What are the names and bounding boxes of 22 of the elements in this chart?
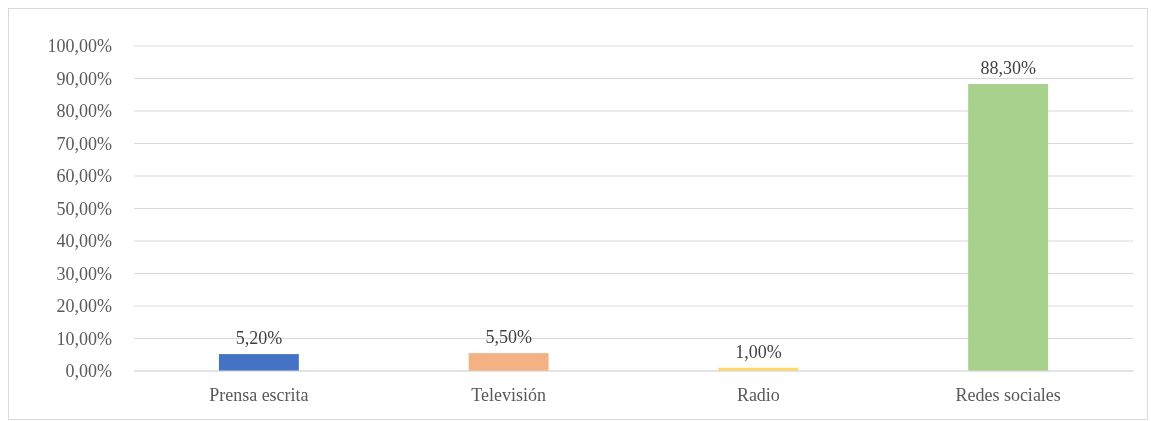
bar xyxy=(218,354,299,371)
data-label: 88,30% xyxy=(980,58,1036,79)
y-tick-label: 80,00% xyxy=(56,101,112,122)
y-tick-label: 100,00% xyxy=(47,36,112,57)
x-tick-label: Redes sociales xyxy=(955,385,1061,405)
bar xyxy=(468,353,549,371)
y-tick-label: 30,00% xyxy=(56,263,112,284)
data-label: 5,20% xyxy=(235,328,283,349)
y-tick-label: 10,00% xyxy=(56,328,112,349)
y-tick-label: 50,00% xyxy=(56,198,112,219)
y-tick-label: 0,00% xyxy=(65,361,112,382)
x-tick-label: Prensa escrita xyxy=(209,385,309,405)
y-tick-label: 90,00% xyxy=(56,68,112,89)
data-label: 1,00% xyxy=(735,341,782,362)
data-label: 5,50% xyxy=(485,327,532,348)
y-tick-label: 60,00% xyxy=(56,166,112,187)
bar xyxy=(968,84,1049,371)
x-tick-label: Radio xyxy=(736,385,780,405)
x-tick-label: Televisión xyxy=(471,385,546,405)
y-tick-label: 70,00% xyxy=(56,133,112,154)
y-tick-label: 20,00% xyxy=(56,296,112,317)
y-tick-label: 40,00% xyxy=(56,231,112,252)
